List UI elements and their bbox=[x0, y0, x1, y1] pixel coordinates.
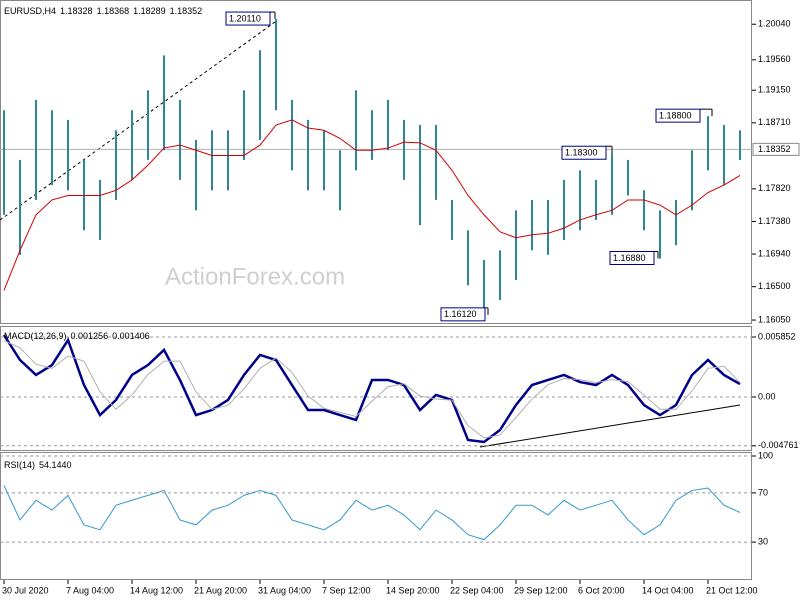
panel-header: MACD(12,26,9) 0.001256 0.001406 bbox=[4, 331, 150, 341]
y-tick-label: 30 bbox=[758, 536, 768, 546]
y-tick-label: 100 bbox=[758, 450, 773, 460]
annotation-box bbox=[561, 145, 607, 160]
y-tick-label: 1.18710 bbox=[758, 117, 791, 127]
panel-value: 1.18289 bbox=[133, 6, 166, 16]
x-tick-label: 14 Oct 04:00 bbox=[642, 585, 694, 595]
y-tick-label: 70 bbox=[758, 487, 768, 497]
panel-title: EURUSD,H4 bbox=[4, 6, 56, 16]
x-tick-label: 30 Jul 2020 bbox=[2, 585, 49, 595]
x-tick-label: 14 Sep 20:00 bbox=[386, 585, 440, 595]
watermark: ActionForex.com bbox=[165, 263, 345, 290]
panel-value: 0.001406 bbox=[112, 331, 150, 341]
x-tick-label: 7 Aug 04:00 bbox=[66, 585, 114, 595]
y-tick-label: -0.004761 bbox=[758, 440, 799, 450]
annotation-box bbox=[655, 108, 701, 123]
panel-value: 1.18328 bbox=[60, 6, 93, 16]
annotation-label: 1.18300 bbox=[565, 148, 598, 158]
y-tick-label: 1.16940 bbox=[758, 248, 791, 258]
y-tick-label: 1.16500 bbox=[758, 281, 791, 291]
macd-panel bbox=[0, 326, 752, 451]
x-tick-label: 7 Sep 12:00 bbox=[322, 585, 371, 595]
current-price-label: 1.18352 bbox=[758, 144, 791, 154]
annotation-box bbox=[609, 251, 655, 266]
y-tick-label: 0.00 bbox=[758, 391, 776, 401]
panel-title: RSI(14) bbox=[4, 460, 35, 470]
y-tick-label: 1.19150 bbox=[758, 85, 791, 95]
indicator-line bbox=[3, 485, 741, 541]
moving-average bbox=[3, 119, 741, 291]
annotation-label: 1.16880 bbox=[613, 253, 646, 263]
x-tick-label: 31 Aug 04:00 bbox=[258, 585, 311, 595]
panel-value: 1.18368 bbox=[97, 6, 130, 16]
x-tick-label: 6 Oct 20:00 bbox=[578, 585, 625, 595]
annotation-box bbox=[225, 11, 271, 26]
y-tick-label: 1.17380 bbox=[758, 216, 791, 226]
x-tick-label: 14 Aug 12:00 bbox=[130, 585, 183, 595]
annotation-box bbox=[440, 307, 486, 322]
price-panel bbox=[0, 0, 752, 324]
current-price-box bbox=[752, 142, 800, 156]
indicator-line bbox=[3, 340, 741, 439]
x-tick-label: 29 Sep 12:00 bbox=[514, 585, 568, 595]
indicator-line bbox=[2, 334, 741, 444]
x-tick-label: 21 Aug 20:00 bbox=[194, 585, 247, 595]
panel-header: RSI(14) 54.1440 bbox=[4, 460, 72, 470]
rsi-panel bbox=[0, 452, 752, 580]
y-tick-label: 1.20040 bbox=[758, 19, 791, 29]
annotation-label: 1.18800 bbox=[659, 111, 692, 121]
panel-title: MACD(12,26,9) bbox=[4, 331, 67, 341]
x-tick-label: 22 Sep 04:00 bbox=[450, 585, 504, 595]
macd-trend-line bbox=[479, 404, 741, 448]
y-tick-label: 1.19560 bbox=[758, 54, 791, 64]
panel-value: 0.001256 bbox=[71, 331, 109, 341]
panel-value: 54.1440 bbox=[39, 460, 72, 470]
y-tick-label: 1.17820 bbox=[758, 183, 791, 193]
y-tick-label: 0.005852 bbox=[758, 331, 796, 341]
annotation-label: 1.20110 bbox=[229, 13, 261, 23]
panel-header: EURUSD,H4 1.18328 1.18368 1.18289 1.18352 bbox=[4, 6, 202, 16]
panel-value: 1.18352 bbox=[170, 6, 203, 16]
x-tick-label: 21 Oct 12:00 bbox=[706, 585, 758, 595]
annotation-label: 1.16120 bbox=[444, 309, 477, 319]
trend-line bbox=[0, 21, 276, 221]
y-tick-label: 1.16050 bbox=[758, 314, 791, 324]
